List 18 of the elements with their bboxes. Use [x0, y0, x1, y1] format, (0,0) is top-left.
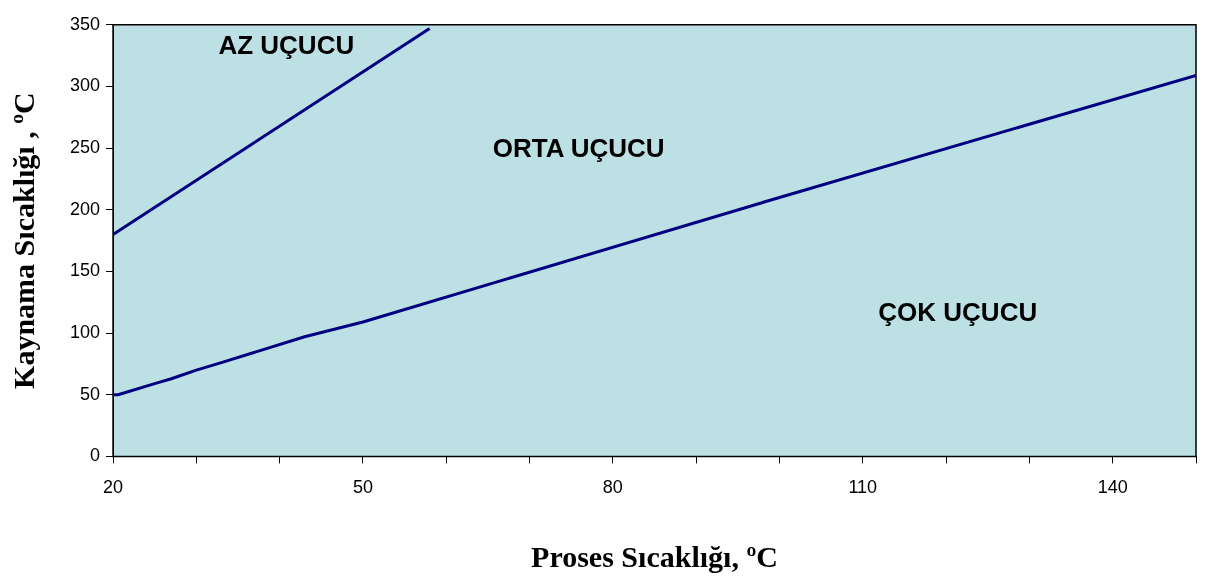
x-axis-title: Proses Sıcaklığı, ºC [531, 539, 778, 573]
y-tick-label: 250 [69, 137, 101, 158]
x-tick-label: 20 [103, 477, 124, 498]
y-tick-label: 350 [69, 13, 101, 34]
y-tick-label: 100 [69, 322, 101, 343]
y-tick-label: 150 [69, 260, 101, 281]
x-tick-label: 50 [352, 477, 373, 498]
x-tick-label: 110 [848, 477, 878, 498]
y-tick-label: 300 [69, 75, 101, 96]
annotation: AZ UÇUCU [218, 29, 355, 60]
annotation: ÇOK UÇUCU [878, 297, 1038, 328]
y-axis-title: Kaynama Sıcaklığı , ºC [6, 92, 40, 389]
y-tick-label: 200 [69, 198, 101, 219]
y-tick-label: 50 [80, 383, 101, 404]
x-tick-label: 80 [602, 477, 623, 498]
annotation: ORTA UÇUCU [492, 133, 665, 164]
y-tick-label: 0 [90, 445, 101, 466]
x-tick-label: 140 [1097, 477, 1128, 498]
